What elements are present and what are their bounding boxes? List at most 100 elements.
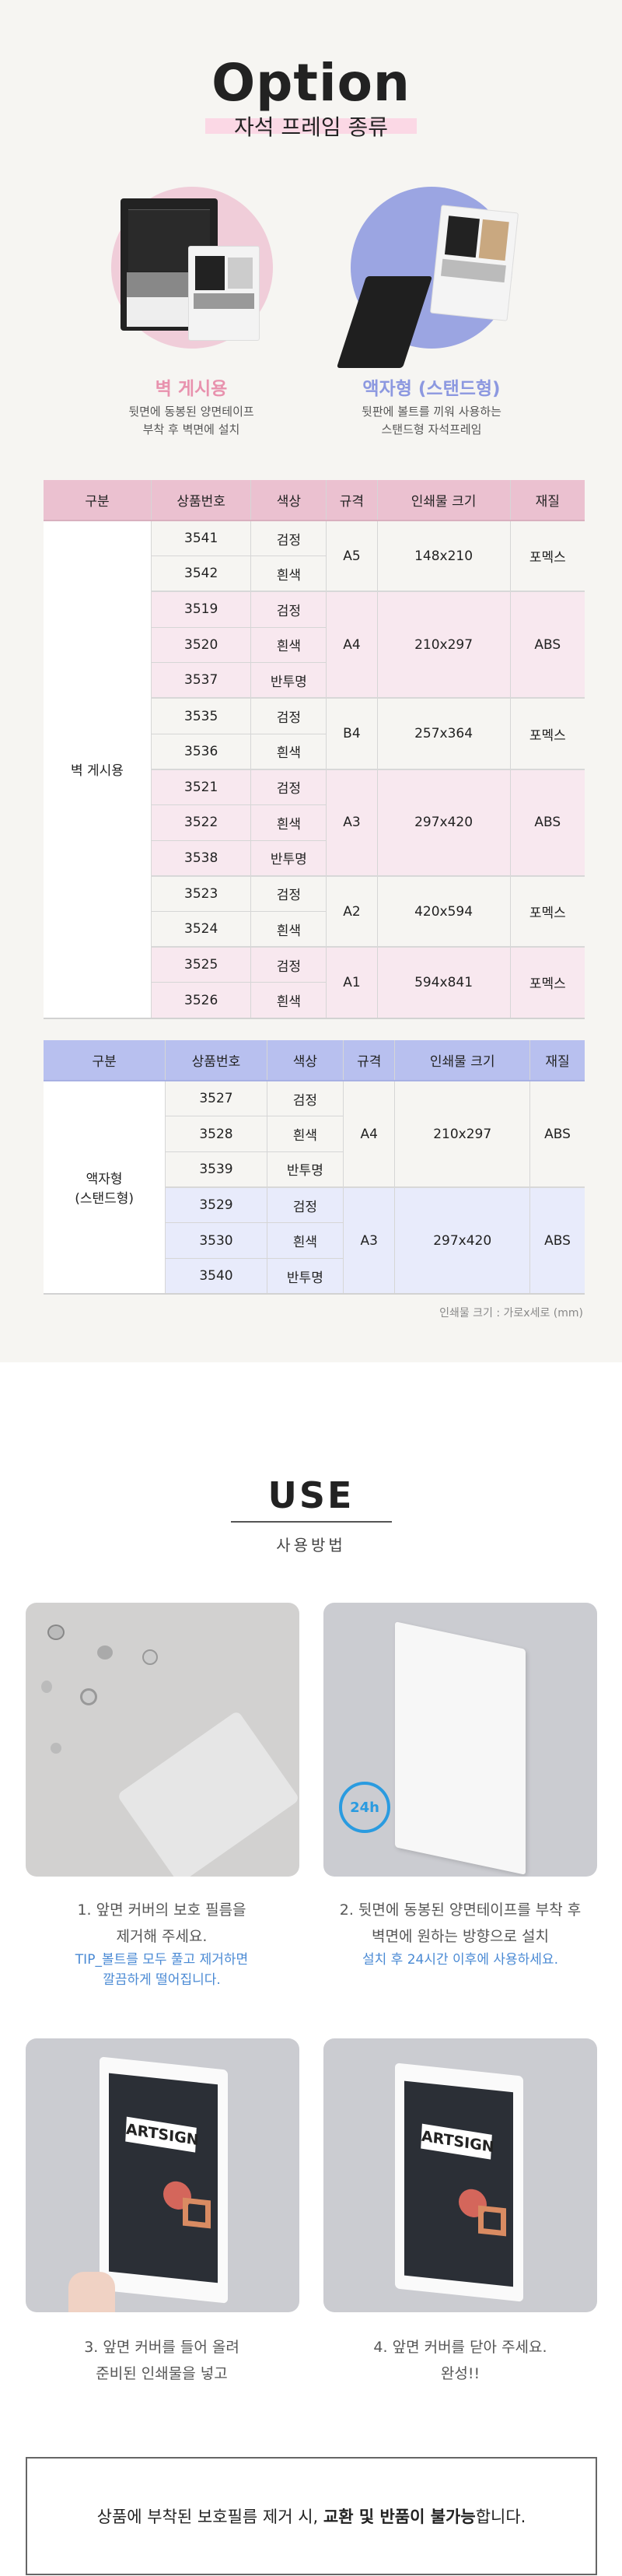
caption-line: 완성!!: [440, 2365, 480, 2382]
table-header-row: 구분 상품번호 색상 규격 인쇄물 크기 재질: [44, 1040, 585, 1081]
table-row: 3525 검정 A1 594x841 포멕스: [44, 946, 585, 1018]
size-cell: A4: [326, 591, 378, 699]
color-cell: 흰색: [250, 982, 327, 1018]
category-cell: 벽 게시용: [44, 520, 152, 1018]
column-header: 재질: [509, 480, 585, 521]
poster-logo: ARTSIGN: [421, 2123, 495, 2160]
material-cell: ABS: [529, 1080, 585, 1188]
step1-photo: [26, 1603, 299, 1877]
size-note: 인쇄물 크기 : 가로x세로 (mm): [439, 1307, 583, 1320]
caption-line: 벽면에 원하는 방향으로 설치: [372, 1928, 549, 1945]
color-cell: 반투명: [266, 1257, 344, 1295]
stand-type-label: 액자형 (스탠드형): [362, 379, 501, 399]
table-row: 3540 반투명: [44, 1257, 585, 1295]
column-header: 재질: [529, 1040, 585, 1081]
caption-line: 2. 뒷면에 동봉된 양면테이프를 부착 후: [339, 1901, 582, 1919]
column-header: 구분: [44, 1040, 166, 1081]
color-cell: 검정: [250, 946, 327, 983]
option-title: Option: [211, 53, 411, 113]
product-code: 3520: [150, 626, 251, 663]
print-size-cell: 594x841: [376, 946, 511, 1018]
wall-frame-white-image: [188, 246, 260, 341]
stand-frame-image: [429, 205, 519, 321]
table-row: 3538 반투명: [44, 839, 585, 876]
material-cell: ABS: [509, 591, 585, 699]
product-code: 3539: [165, 1151, 267, 1188]
material-cell: ABS: [509, 768, 585, 876]
product-code: 3530: [165, 1222, 267, 1259]
table-row: 3542 흰색: [44, 556, 585, 592]
caption-line: 준비된 인쇄물을 넣고: [96, 2365, 228, 2382]
category-label: 벽 게시용: [70, 763, 124, 780]
table-row: 3529 검정 A3 297x420 ABS: [44, 1186, 585, 1295]
print-size-cell: 420x594: [376, 874, 511, 948]
wall-type-desc: 뒷면에 동봉된 양면테이프 부착 후 벽면에 설치: [75, 403, 308, 439]
color-cell: 검정: [266, 1080, 344, 1116]
use-title: USE: [267, 1474, 355, 1516]
table-row: 3539 반투명: [44, 1151, 585, 1188]
table-row: 3523 검정 A2 420x594 포멕스: [44, 874, 585, 948]
product-code: 3521: [150, 768, 251, 805]
size-cell: A5: [326, 520, 378, 592]
caption-line: 제거해 주세요.: [116, 1928, 208, 1945]
table-row: 3520 흰색: [44, 626, 585, 663]
material-cell: 포멕스: [509, 697, 585, 769]
step2-photo: 24h: [323, 1603, 597, 1877]
color-cell: 반투명: [266, 1151, 344, 1188]
product-code: 3541: [150, 520, 251, 556]
column-header: 규격: [326, 480, 378, 521]
color-cell: 흰색: [250, 556, 327, 592]
step1-caption: 1. 앞면 커버의 보호 필름을 제거해 주세요. TIP_볼트를 모두 풀고 …: [12, 1897, 311, 1990]
desc-line: 뒷판에 볼트를 끼워 사용하는: [362, 405, 501, 419]
color-cell: 반투명: [250, 839, 327, 876]
color-cell: 검정: [250, 591, 327, 628]
table-header-row: 구분 상품번호 색상 규격 인쇄물 크기 재질: [44, 480, 585, 521]
product-code: 3542: [150, 556, 251, 592]
size-cell: A3: [343, 1186, 395, 1295]
material-cell: ABS: [529, 1186, 585, 1295]
clock-24h-icon: 24h: [339, 1782, 390, 1833]
product-code: 3538: [150, 839, 251, 876]
table-row: 액자형 (스탠드형) 3527 검정 A4 210x297 ABS: [44, 1080, 585, 1295]
step3-photo: ARTSIGN: [26, 2038, 299, 2312]
print-size-cell: 257x364: [376, 697, 511, 769]
option-subtitle: 자석 프레임 종류: [233, 114, 389, 140]
desc-line: 부착 후 벽면에 설치: [142, 422, 240, 436]
step4-caption: 4. 앞면 커버를 닫아 주세요. 완성!!: [311, 2334, 610, 2387]
notice-text-part: 합니다.: [475, 2508, 526, 2526]
table-row: 3522 흰색: [44, 804, 585, 841]
product-code: 3519: [150, 591, 251, 628]
desc-line: 스탠드형 자석프레임: [381, 422, 482, 436]
caption-line: 3. 앞면 커버를 들어 올려: [84, 2339, 239, 2356]
product-code: 3535: [150, 697, 251, 734]
color-cell: 흰색: [266, 1116, 344, 1152]
color-cell: 흰색: [266, 1222, 344, 1259]
column-header: 상품번호: [165, 1040, 267, 1081]
tip-line: 설치 후 24시간 이후에 사용하세요.: [362, 1952, 558, 1968]
column-header: 인쇄물 크기: [376, 480, 511, 521]
stand-type-table: 구분 상품번호 색상 규격 인쇄물 크기 재질 액자형 (스탠드형) 3527 검정 A4 210x2…: [44, 1040, 585, 1295]
product-code: 3529: [165, 1186, 267, 1223]
color-cell: 흰색: [250, 804, 327, 841]
table-row: 3521 검정 A3 297x420 ABS: [44, 768, 585, 876]
color-cell: 검정: [266, 1186, 344, 1223]
print-size-cell: 148x210: [376, 520, 511, 592]
size-cell: A2: [326, 874, 378, 948]
product-code: 3528: [165, 1116, 267, 1152]
table-row: 3536 흰색: [44, 733, 585, 769]
material-cell: 포멕스: [509, 874, 585, 948]
product-code: 3523: [150, 874, 251, 912]
size-cell: A3: [326, 768, 378, 876]
size-cell: A4: [343, 1080, 395, 1188]
step2-caption: 2. 뒷면에 동봉된 양면테이프를 부착 후 벽면에 원하는 방향으로 설치 설…: [311, 1897, 610, 1970]
material-cell: 포멕스: [509, 946, 585, 1018]
caption-line: 4. 앞면 커버를 닫아 주세요.: [373, 2339, 547, 2356]
print-size-cell: 297x420: [394, 1186, 530, 1295]
product-code: 3540: [165, 1257, 267, 1295]
size-cell: B4: [326, 697, 378, 769]
poster-logo: ARTSIGN: [125, 2116, 200, 2153]
option-section: Option 자석 프레임 종류 벽 게시용 액자형 (스탠드형) 뒷면에 동봉…: [0, 0, 622, 1362]
product-code: 3525: [150, 946, 251, 983]
table-row: 3519 검정 A4 210x297 ABS: [44, 591, 585, 699]
table-row: 3526 흰색: [44, 982, 585, 1018]
